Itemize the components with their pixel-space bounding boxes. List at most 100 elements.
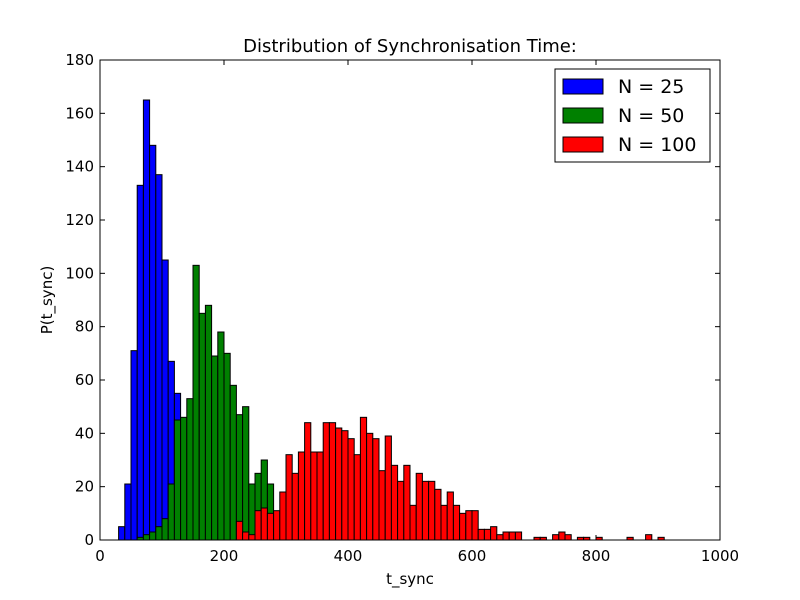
legend-label-n25: N = 25	[618, 76, 684, 98]
bar-series-2-bin-560	[446, 491, 454, 541]
bars-layer	[118, 99, 665, 541]
bar-series-2-bin-410	[353, 454, 361, 541]
bar-series-1-bin-190	[217, 331, 225, 541]
bar-series-2-bin-270	[266, 512, 275, 541]
bar-series-2-bin-390	[341, 430, 349, 541]
bar-series-2-bin-610	[477, 528, 485, 541]
bar-series-2-bin-400	[347, 438, 355, 541]
bar-series-2-bin-370	[328, 422, 337, 541]
bar-series-2-bin-650	[502, 531, 510, 541]
bar-series-2-bin-510	[415, 472, 423, 541]
bar-series-1-bin-180	[211, 355, 219, 541]
bar-series-1-bin-120	[173, 419, 182, 541]
bar-series-2-bin-310	[291, 472, 299, 541]
bar-series-2-bin-360	[322, 422, 330, 541]
bar-series-1-bin-230	[242, 406, 250, 541]
x-tick-label: 400	[334, 547, 363, 565]
bar-series-2-bin-740	[558, 531, 566, 541]
bar-series-2-bin-550	[440, 504, 448, 541]
bar-series-0-bin-70	[142, 99, 151, 541]
bar-series-2-bin-600	[471, 510, 479, 541]
bar-series-2-bin-430	[366, 432, 374, 541]
bar-series-2-bin-500	[409, 504, 417, 541]
bar-series-1-bin-90	[155, 526, 163, 541]
ticks-layer: 0 200 400 600 800 1000 0 20 40 60 80 100 120 140 160 18…	[65, 51, 739, 565]
x-axis-label: t_sync	[386, 570, 434, 589]
legend-swatch-n100	[562, 136, 604, 153]
bar-series-2-bin-480	[397, 480, 405, 541]
bar-series-2-bin-280	[273, 510, 281, 541]
chart-title: Distribution of Synchronisation Time:	[243, 36, 577, 57]
bar-series-2-bin-350	[316, 451, 324, 541]
bar-series-2-bin-220	[235, 520, 244, 541]
plot-frame	[99, 59, 721, 541]
bar-series-2-bin-620	[483, 528, 492, 541]
bar-series-0-bin-50	[130, 350, 138, 541]
bar-series-2-bin-340	[310, 451, 318, 541]
y-tick-label: 20	[75, 478, 94, 496]
bar-series-2-bin-320	[297, 451, 306, 541]
bar-series-2-bin-570	[452, 504, 461, 541]
bar-series-1-bin-130	[180, 416, 188, 541]
y-tick-label: 80	[75, 318, 94, 336]
legend-label-n50: N = 50	[618, 105, 684, 127]
bar-series-0-bin-30	[118, 526, 126, 541]
bar-series-2-bin-380	[335, 427, 343, 541]
bar-series-2-bin-250	[254, 510, 262, 541]
bar-series-2-bin-240	[248, 534, 256, 541]
bar-series-2-bin-230	[242, 531, 250, 541]
bar-series-2-bin-540	[434, 488, 442, 541]
bar-series-1-bin-110	[167, 483, 175, 541]
bar-series-1-bin-210	[229, 384, 237, 541]
bar-series-1-bin-80	[149, 531, 157, 541]
y-tick-label: 120	[65, 211, 94, 229]
bar-series-2-bin-490	[403, 464, 411, 541]
bar-series-2-bin-580	[459, 512, 467, 541]
legend-swatch-n50	[562, 107, 604, 124]
bar-series-2-bin-670	[514, 531, 523, 541]
bar-series-2-bin-630	[490, 526, 498, 541]
bar-series-2-bin-730	[552, 534, 560, 541]
bar-series-1-bin-150	[192, 264, 200, 541]
legend: N = 25 N = 50 N = 100	[554, 68, 711, 163]
x-tick-label: 600	[458, 547, 487, 565]
bar-series-2-bin-440	[372, 438, 380, 541]
bar-series-1-bin-70	[142, 534, 151, 541]
y-tick-label: 140	[65, 158, 94, 176]
bar-series-2-bin-640	[496, 534, 504, 541]
y-tick-label: 0	[84, 531, 94, 549]
bar-series-0-bin-80	[149, 144, 157, 541]
legend-swatch-n25	[562, 78, 604, 95]
legend-label-n100: N = 100	[618, 134, 696, 156]
bar-series-1-bin-200	[223, 352, 231, 541]
bar-series-2-bin-590	[465, 510, 473, 541]
bar-series-0-bin-60	[136, 184, 144, 541]
bar-series-1-bin-140	[186, 398, 194, 541]
bar-series-2-bin-260	[260, 507, 268, 541]
y-tick-label: 60	[75, 371, 94, 389]
bar-series-0-bin-100	[161, 259, 169, 541]
y-tick-label: 160	[65, 104, 94, 122]
x-tick-label: 0	[95, 547, 105, 565]
bar-series-0-bin-90	[155, 174, 163, 541]
bar-series-2-bin-750	[564, 534, 572, 541]
bar-series-2-bin-330	[304, 422, 312, 541]
bar-series-2-bin-290	[279, 491, 287, 541]
bar-series-2-bin-880	[645, 534, 653, 541]
bar-series-2-bin-530	[428, 480, 436, 541]
y-tick-label: 180	[65, 51, 94, 69]
bar-series-0-bin-40	[124, 483, 132, 541]
bar-series-2-bin-300	[285, 454, 293, 541]
bar-series-2-bin-470	[390, 464, 399, 541]
bar-series-1-bin-240	[248, 483, 256, 541]
y-tick-label: 40	[75, 424, 94, 442]
bar-series-2-bin-520	[421, 480, 430, 541]
x-tick-label: 800	[582, 547, 611, 565]
bar-series-2-bin-420	[359, 416, 368, 541]
x-tick-label: 1000	[701, 547, 739, 565]
bar-series-2-bin-660	[508, 531, 516, 541]
y-axis-label: P(t_sync)	[38, 266, 57, 335]
x-tick-label: 200	[210, 547, 239, 565]
bar-series-1-bin-170	[204, 304, 213, 541]
